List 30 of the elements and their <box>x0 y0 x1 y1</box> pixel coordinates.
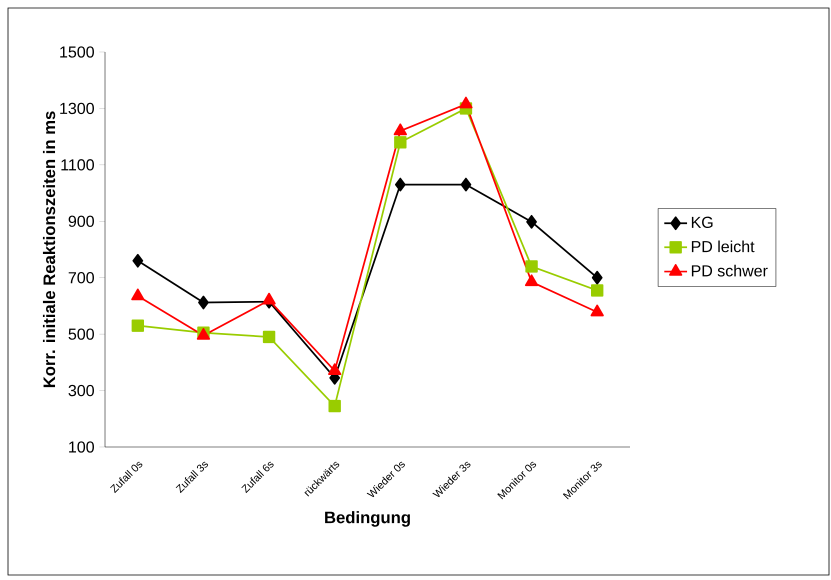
y-tick-label: 300 <box>68 384 94 396</box>
legend-label: KG <box>692 216 713 228</box>
point <box>460 178 472 192</box>
y-tick-label: 1500 <box>60 46 94 58</box>
point <box>394 136 407 148</box>
point <box>262 330 276 344</box>
legend-label: PD schwer <box>692 264 768 277</box>
y-tick-label: 900 <box>68 216 94 227</box>
point <box>262 292 276 304</box>
point <box>526 214 537 229</box>
y-tick-label: 1300 <box>60 102 94 114</box>
point <box>328 363 342 376</box>
point <box>328 400 341 412</box>
point <box>590 304 604 316</box>
point <box>525 260 538 273</box>
point <box>590 284 604 297</box>
y-tick-label: 700 <box>68 272 94 284</box>
point <box>592 270 603 285</box>
y-tick-label: 500 <box>68 328 94 340</box>
point <box>132 254 144 268</box>
legend-label: PD leicht <box>692 240 754 252</box>
x-axis-title: Bedingung <box>325 511 410 527</box>
point <box>131 288 144 300</box>
point <box>132 319 144 332</box>
point <box>524 274 538 286</box>
y-axis-title: Korr. initiale Reaktionszeiten in ms <box>42 111 56 388</box>
point <box>198 296 209 310</box>
point <box>394 178 406 192</box>
y-tick-label: 1100 <box>61 159 94 170</box>
y-tick-label: 100 <box>69 441 94 453</box>
